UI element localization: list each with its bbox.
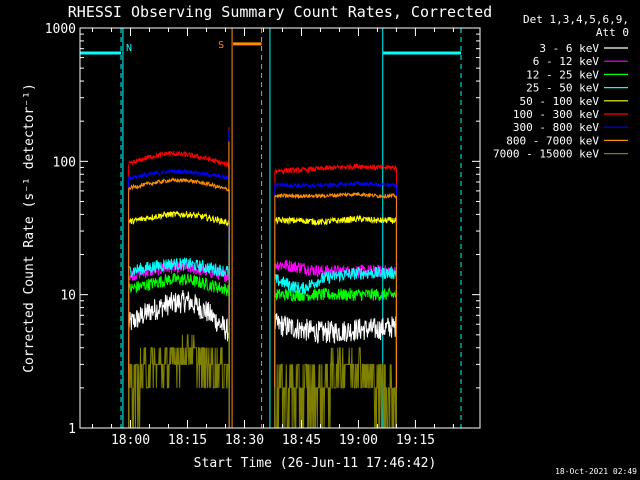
series-line-6-segment-1 bbox=[274, 180, 397, 189]
series-line-8-segment-1 bbox=[274, 347, 397, 429]
series-layer bbox=[128, 127, 397, 429]
y-tick-label: 1 bbox=[68, 422, 76, 437]
series-line-5-segment-1 bbox=[274, 163, 397, 175]
x-tick-label: 18:30 bbox=[225, 433, 264, 448]
plot-frame bbox=[79, 27, 481, 429]
series-line-2-segment-1 bbox=[274, 286, 397, 302]
series-line-4-segment-1 bbox=[274, 214, 397, 226]
y-axis: 1 10 100 1000 bbox=[45, 22, 480, 437]
legend-entry-label: 800 - 7000 keV bbox=[506, 134, 599, 147]
x-tick-label: 19:00 bbox=[339, 433, 378, 448]
legend-title-line-2: Att 0 bbox=[596, 26, 629, 39]
legend-entry-label: 50 - 100 keV bbox=[520, 95, 600, 108]
legend-entry-label: 25 - 50 keV bbox=[526, 82, 599, 95]
x-axis: 18:00 18:15 18:30 18:45 19:00 19:15 bbox=[92, 28, 454, 448]
x-tick-label: 18:15 bbox=[168, 433, 207, 448]
legend-entry-label: 300 - 800 keV bbox=[513, 121, 599, 134]
series-line-2-segment-0 bbox=[128, 242, 230, 297]
night-flag-label: N bbox=[126, 43, 132, 54]
y-tick-label: 100 bbox=[53, 155, 76, 170]
y-tick-label: 1000 bbox=[45, 22, 76, 37]
x-axis-label: Start Time (26-Jun-11 17:46:42) bbox=[194, 456, 437, 471]
legend-title-line-1: Det 1,3,4,5,6,9, bbox=[523, 13, 629, 26]
x-tick-label: 19:15 bbox=[396, 433, 435, 448]
series-line-8-segment-0 bbox=[128, 325, 230, 429]
series-line-6-segment-0 bbox=[128, 129, 230, 181]
footer-timestamp: 18-Oct-2021 02:49 bbox=[555, 467, 637, 476]
legend-entry-label: 6 - 12 keV bbox=[533, 55, 600, 68]
y-tick-label: 10 bbox=[60, 289, 76, 304]
legend-entry-label: 100 - 300 keV bbox=[513, 108, 599, 121]
series-line-3-segment-0 bbox=[128, 223, 230, 278]
x-tick-label: 18:00 bbox=[111, 433, 150, 448]
series-line-7-segment-0 bbox=[128, 141, 230, 192]
series-line-3-segment-1 bbox=[274, 266, 397, 295]
saa-flag-label: S bbox=[218, 40, 224, 51]
series-line-4-segment-0 bbox=[128, 174, 230, 227]
legend-entry-label: 12 - 25 keV bbox=[526, 68, 599, 81]
y-axis-label: Corrected Count Rate (s⁻¹ detector⁻¹) bbox=[22, 83, 37, 373]
series-line-0-segment-1 bbox=[274, 313, 397, 345]
legend-entry-label: 7000 - 15000 keV bbox=[493, 148, 599, 161]
chart-title: RHESSI Observing Summary Count Rates, Co… bbox=[68, 3, 492, 21]
series-line-0-segment-0 bbox=[128, 283, 230, 342]
series-line-5-segment-0 bbox=[128, 127, 230, 168]
x-tick-label: 18:45 bbox=[282, 433, 321, 448]
legend-entry-label: 3 - 6 keV bbox=[539, 42, 599, 55]
series-line-7-segment-1 bbox=[274, 191, 397, 200]
